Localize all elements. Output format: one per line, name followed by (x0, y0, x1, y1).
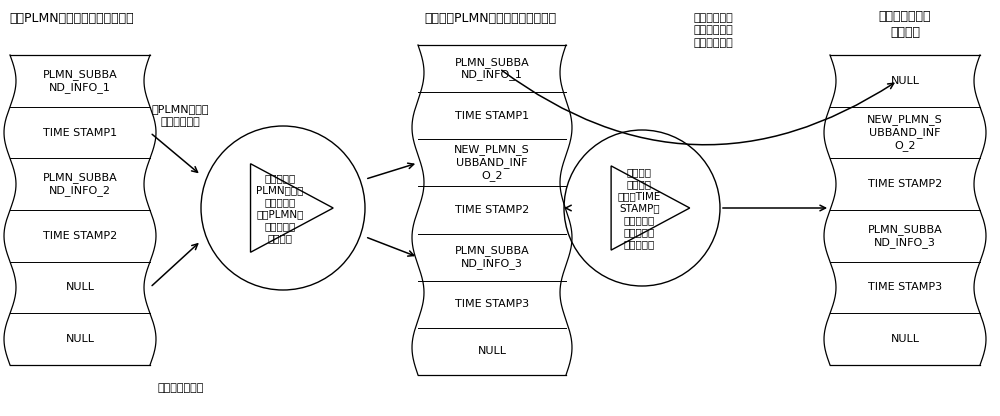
Text: PLMN_SUBBA
ND_INFO_2: PLMN_SUBBA ND_INFO_2 (43, 172, 117, 196)
Text: TIME STAMP2: TIME STAMP2 (455, 205, 529, 215)
Text: 检查完时间戳后
的动态表: 检查完时间戳后 的动态表 (879, 10, 931, 39)
Text: NULL: NULL (66, 282, 94, 292)
Text: 更新后的PLMN与子频段关系动态表: 更新后的PLMN与子频段关系动态表 (424, 12, 556, 25)
Bar (418, 45, 566, 375)
Text: TIME STAMP3: TIME STAMP3 (868, 282, 942, 292)
Text: TIME STAMP1: TIME STAMP1 (43, 127, 117, 138)
Text: TIME STAMP1: TIME STAMP1 (455, 111, 529, 121)
Text: NULL: NULL (891, 334, 920, 344)
Text: 获取了新的信息: 获取了新的信息 (157, 383, 204, 393)
Text: NULL: NULL (478, 347, 507, 357)
Text: PLMN_SUBBA
ND_INFO_3: PLMN_SUBBA ND_INFO_3 (455, 245, 529, 269)
Text: NULL: NULL (891, 76, 920, 86)
Text: NEW_PLMN_S
UBBAND_INF
O_2: NEW_PLMN_S UBBAND_INF O_2 (867, 114, 943, 151)
Text: NULL: NULL (66, 334, 94, 344)
Text: NEW_PLMN_S
UBBAND_INF
O_2: NEW_PLMN_S UBBAND_INF O_2 (454, 144, 530, 181)
Text: 现有PLMN与子频段关系的动态表: 现有PLMN与子频段关系的动态表 (10, 12, 134, 25)
Text: 遍历动态
表中所有
记录的TIME
STAMP，
判断该时间
戳是否大于
预设的时间: 遍历动态 表中所有 记录的TIME STAMP， 判断该时间 戳是否大于 预设的… (618, 167, 661, 249)
Text: TIME STAMP3: TIME STAMP3 (455, 299, 529, 309)
Text: PLMN_SUBBA
ND_INFO_3: PLMN_SUBBA ND_INFO_3 (868, 224, 942, 248)
Text: TIME STAMP2: TIME STAMP2 (43, 231, 117, 241)
Text: 该PLMN对应的
子频段有更新: 该PLMN对应的 子频段有更新 (152, 104, 209, 127)
Text: 获取了新的
PLMN与子频
段关系或者
原有PLMN的
子频段信息
需要更新: 获取了新的 PLMN与子频 段关系或者 原有PLMN的 子频段信息 需要更新 (256, 173, 304, 243)
Bar (10, 55, 150, 365)
Text: 时间戳大于预
设值，信息过
于陈旧，删除: 时间戳大于预 设值，信息过 于陈旧，删除 (694, 13, 733, 48)
Bar (830, 55, 980, 365)
Text: PLMN_SUBBA
ND_INFO_1: PLMN_SUBBA ND_INFO_1 (43, 69, 117, 93)
Text: TIME STAMP2: TIME STAMP2 (868, 179, 942, 189)
Text: PLMN_SUBBA
ND_INFO_1: PLMN_SUBBA ND_INFO_1 (455, 57, 529, 80)
FancyArrowPatch shape (502, 70, 894, 145)
